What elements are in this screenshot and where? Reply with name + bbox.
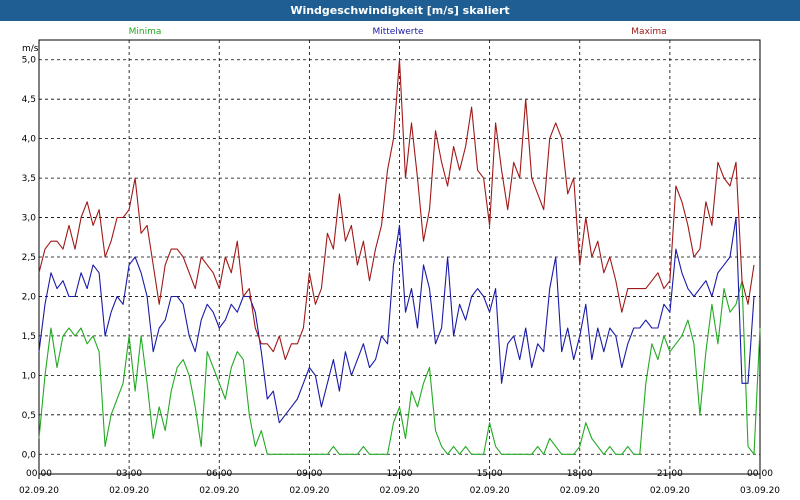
y-tick-label: 0,5 <box>22 411 36 421</box>
y-tick-label: 2,0 <box>22 292 37 302</box>
x-tick-time: 21:00 <box>657 469 683 479</box>
y-tick-label: 1,0 <box>22 371 37 381</box>
series-line-mittelwerte <box>38 216 755 424</box>
x-tick-time: 18:00 <box>567 469 593 479</box>
x-tick-time: 09:00 <box>296 469 322 479</box>
series-line-minima <box>38 280 761 455</box>
y-tick-label: 5,0 <box>22 56 37 66</box>
legend-minima: Minima <box>129 27 162 37</box>
x-tick-time: 00:00 <box>26 469 52 479</box>
x-tick-date: 02.09.20 <box>650 486 690 496</box>
x-axis-ticks: 00:00 02.09.20 03:00 02.09.20 06:00 02.09.20 0… <box>19 469 780 496</box>
x-tick-time: 00:00 <box>747 469 773 479</box>
x-tick-date: 02.09.20 <box>199 486 239 496</box>
y-tick-label: 1,5 <box>22 332 36 342</box>
series-line-maxima <box>38 59 755 361</box>
chart-title: Windgeschwindigkeit [m/s] skaliert <box>0 0 800 21</box>
y-axis-label: m/s <box>22 44 39 54</box>
x-tick-date: 02.09.20 <box>560 486 600 496</box>
y-tick-label: 4,0 <box>22 135 37 145</box>
legend-maxima: Maxima <box>631 27 666 37</box>
y-tick-label: 3,5 <box>22 174 36 184</box>
x-tick-date: 02.09.20 <box>470 486 510 496</box>
x-tick-date: 03.09.20 <box>740 486 780 496</box>
x-tick-date: 02.09.20 <box>379 486 419 496</box>
y-axis-ticks: 0,0 0,5 1,0 1,5 2,0 2,5 3,0 3,5 4,0 4,5 5,0 <box>22 56 37 461</box>
x-tick-time: 06:00 <box>206 469 232 479</box>
x-tick-time: 03:00 <box>116 469 142 479</box>
x-tick-time: 15:00 <box>477 469 503 479</box>
y-tick-label: 3,0 <box>22 214 37 224</box>
y-tick-label: 4,5 <box>22 95 36 105</box>
x-tick-date: 02.09.20 <box>289 486 329 496</box>
x-tick-date: 02.09.20 <box>109 486 149 496</box>
y-tick-label: 2,5 <box>22 253 36 263</box>
wind-speed-chart: 0,00,51,01,52,02,53,03,54,04,55,0 00:000… <box>19 27 780 496</box>
y-tick-label: 0,0 <box>22 450 37 460</box>
x-tick-date: 02.09.20 <box>19 486 59 496</box>
x-tick-time: 12:00 <box>387 469 413 479</box>
series-lines <box>38 59 761 455</box>
legend-mittelwerte: Mittelwerte <box>372 27 423 37</box>
